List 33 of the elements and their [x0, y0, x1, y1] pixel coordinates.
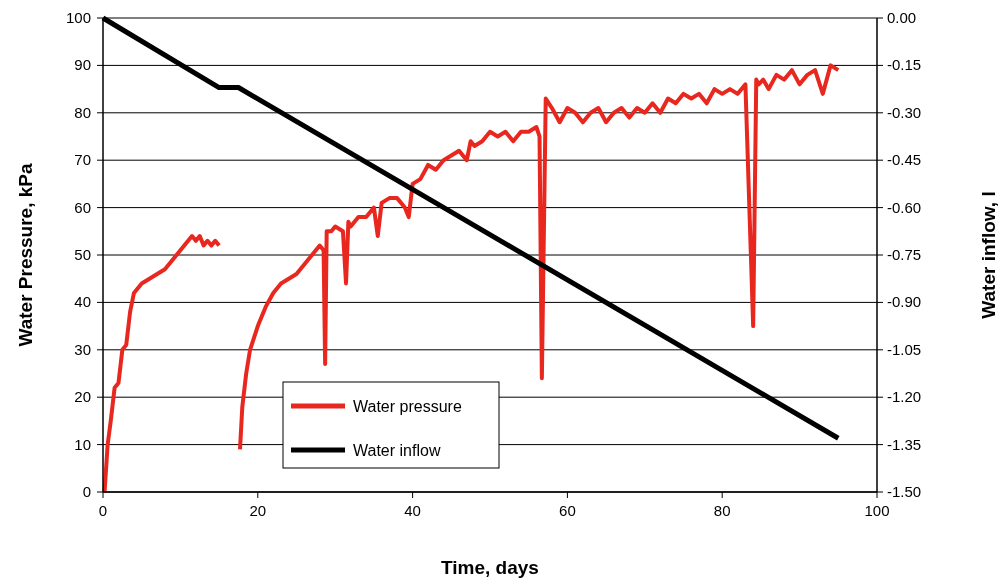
legend-label: Water inflow	[353, 442, 441, 459]
y2-tick-label: -1.20	[887, 388, 922, 406]
y-tick-label: 70	[74, 151, 91, 169]
y-tick-label: 100	[65, 9, 91, 26]
y2-tick-label: 0.00	[887, 9, 917, 26]
y-tick-label: 0	[82, 483, 91, 500]
y2-tick-label: -1.50	[887, 483, 922, 500]
y-tick-label: 10	[74, 435, 91, 453]
y-tick-label: 30	[74, 340, 91, 358]
x-tick-label: 0	[98, 502, 108, 519]
y-tick-label: 50	[74, 246, 91, 263]
y-tick-label: 60	[74, 198, 91, 216]
x-tick-label: 80	[713, 502, 731, 519]
y-tick-label: 20	[74, 388, 91, 406]
y2-tick-label: -0.30	[887, 103, 922, 121]
y2-tick-label: -1.05	[887, 340, 922, 358]
y2-axis-title: Water inflow, l	[978, 191, 999, 319]
y-axis-title: Water Pressure, kPa	[15, 163, 36, 347]
x-tick-label: 60	[559, 502, 576, 519]
x-axis-title: Time, days	[441, 557, 539, 578]
y2-tick-label: -0.60	[887, 198, 922, 216]
x-tick-label: 100	[864, 502, 890, 519]
y-tick-label: 80	[74, 103, 91, 121]
y2-tick-label: -0.90	[887, 293, 922, 311]
legend-label: Water pressure	[353, 398, 462, 415]
x-tick-label: 40	[404, 502, 421, 519]
x-tick-label: 20	[249, 502, 267, 519]
y-tick-label: 90	[74, 56, 91, 74]
y2-tick-label: -1.35	[887, 435, 922, 453]
y2-tick-label: -0.75	[887, 246, 922, 263]
y2-tick-label: -0.45	[887, 151, 922, 169]
y-tick-label: 40	[74, 293, 91, 311]
y2-tick-label: -0.15	[887, 56, 922, 74]
